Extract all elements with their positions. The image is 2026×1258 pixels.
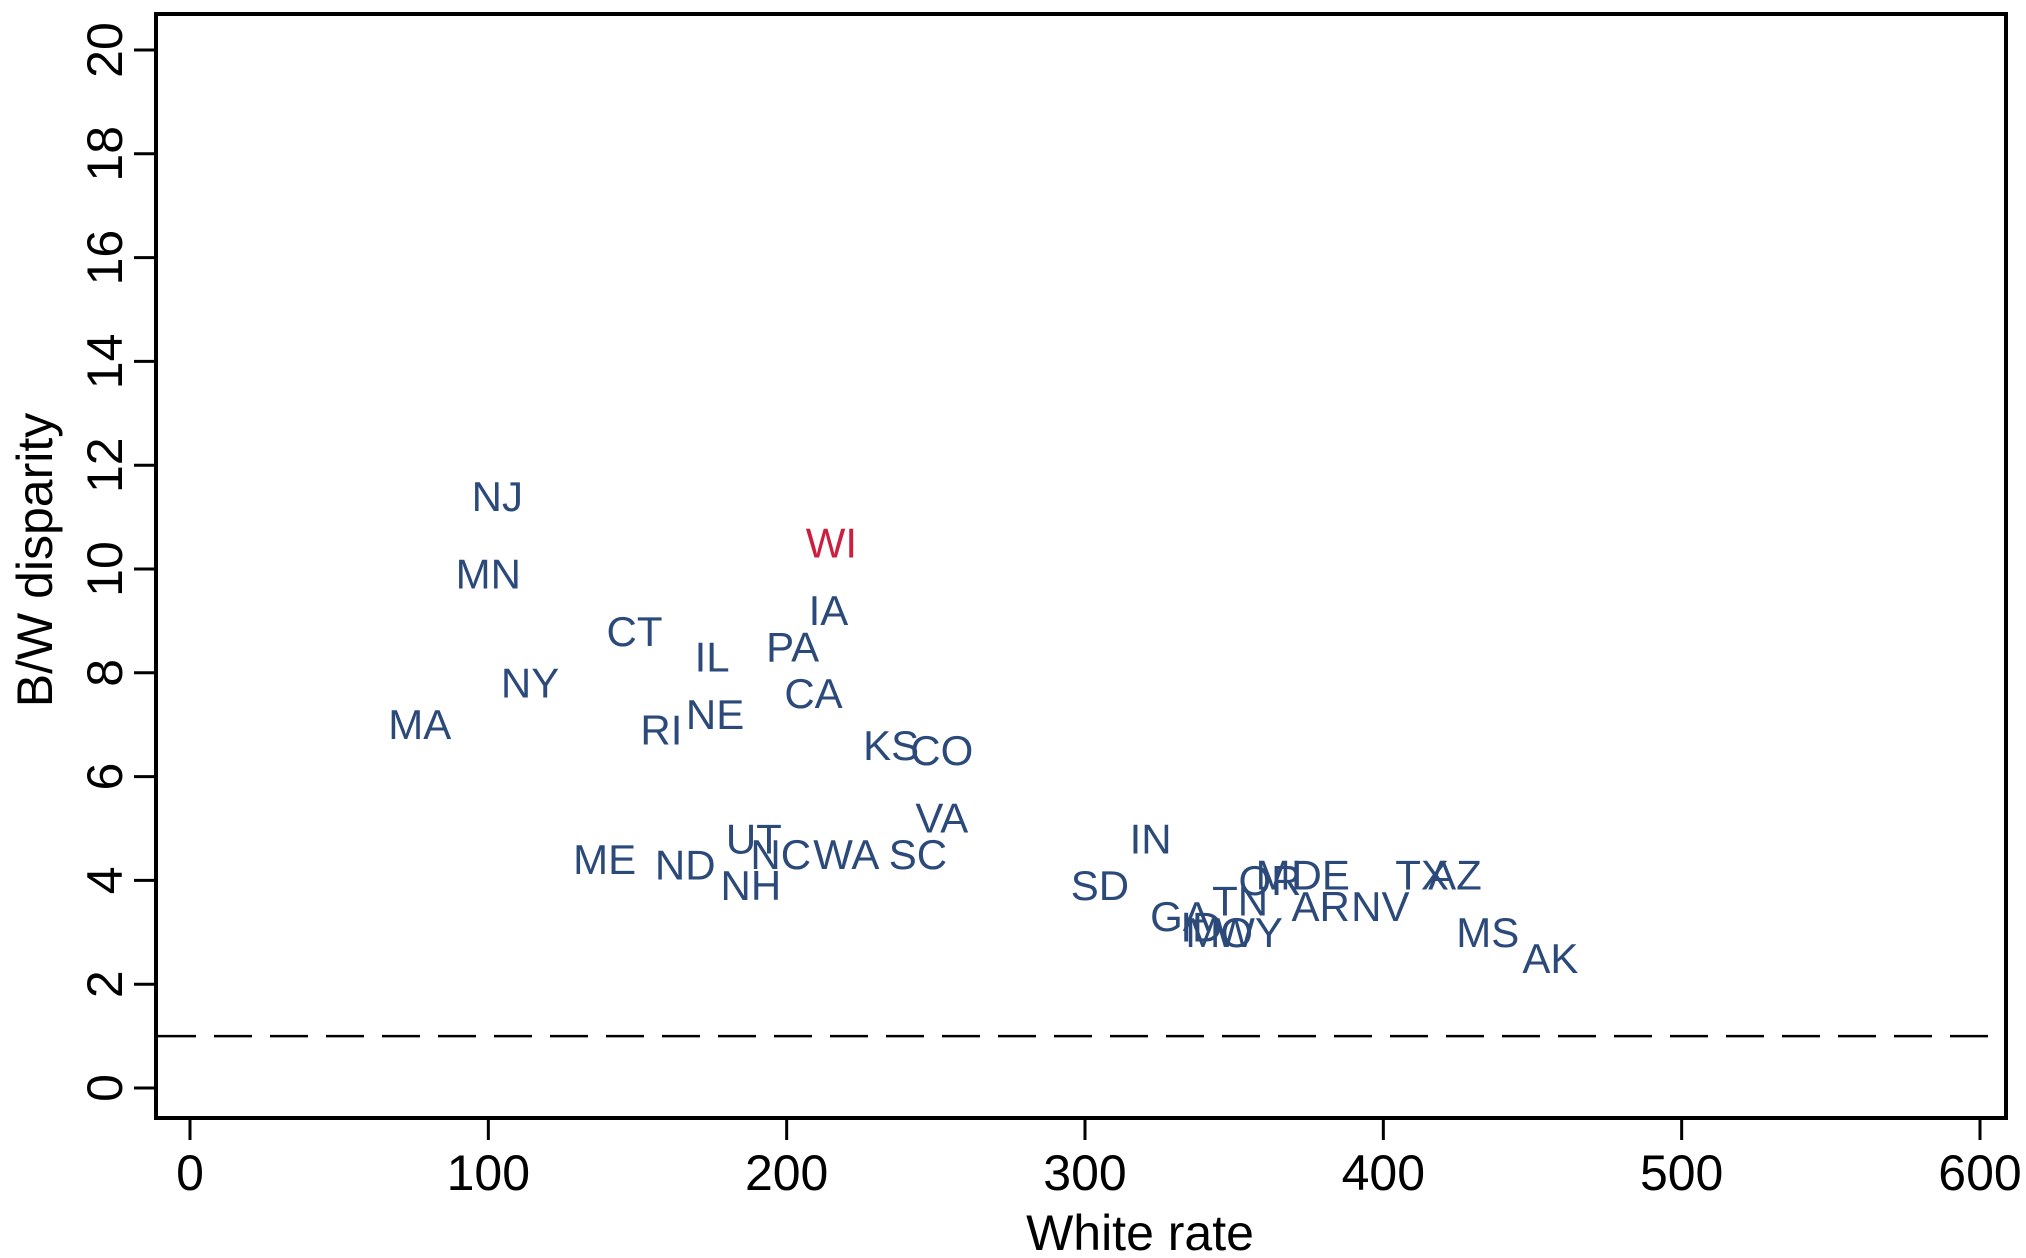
point-label-pa: PA — [766, 623, 819, 670]
point-label-sc: SC — [889, 831, 947, 878]
point-label-va: VA — [915, 795, 968, 842]
y-tick-label: 12 — [77, 437, 133, 493]
point-label-ia: IA — [809, 587, 849, 634]
point-label-nd: ND — [655, 841, 716, 888]
x-tick-label: 100 — [447, 1145, 530, 1201]
point-label-ma: MA — [388, 701, 451, 748]
y-tick-label: 14 — [77, 334, 133, 390]
y-tick-label: 16 — [77, 230, 133, 286]
x-axis-title: White rate — [1026, 1205, 1254, 1258]
y-tick-label: 0 — [77, 1074, 133, 1102]
x-tick-label: 500 — [1640, 1145, 1723, 1201]
point-label-ks: KS — [863, 722, 919, 769]
x-tick-label: 0 — [176, 1145, 204, 1201]
point-label-id: ID — [1180, 904, 1222, 951]
point-label-nh: NH — [721, 862, 782, 909]
point-label-ri: RI — [640, 706, 682, 753]
point-label-me: ME — [573, 836, 636, 883]
point-label-co: CO — [910, 727, 973, 774]
x-tick-label: 200 — [745, 1145, 828, 1201]
point-label-ny: NY — [501, 660, 559, 707]
point-label-ar: AR — [1292, 883, 1350, 930]
y-tick-label: 10 — [77, 541, 133, 597]
point-label-nc: NC — [750, 831, 811, 878]
point-label-az: AZ — [1428, 852, 1482, 899]
point-label-ut: UT — [726, 815, 782, 862]
y-axis: 0 2 4 6 8 10 12 14 16 18 20 — [77, 22, 158, 1102]
point-label-ms: MS — [1456, 909, 1519, 956]
y-tick-label: 6 — [77, 763, 133, 791]
point-label-nj: NJ — [472, 473, 523, 520]
y-tick-label: 8 — [77, 659, 133, 687]
point-label-de: DE — [1292, 852, 1350, 899]
point-label-il: IL — [695, 634, 730, 681]
x-tick-label: 400 — [1342, 1145, 1425, 1201]
point-label-or: OR — [1238, 857, 1301, 904]
point-label-nv: NV — [1351, 883, 1409, 930]
x-axis: 0 100 200 300 400 500 600 — [176, 1116, 2022, 1201]
y-axis-title: B/W disparity — [7, 413, 63, 708]
point-label-wy: WY — [1215, 909, 1283, 956]
point-label-in: IN — [1130, 815, 1172, 862]
y-tick-label: 4 — [77, 866, 133, 894]
point-label-ct: CT — [607, 608, 663, 655]
x-tick-label: 600 — [1938, 1145, 2021, 1201]
y-tick-label: 2 — [77, 970, 133, 998]
point-label-tx: TX — [1395, 852, 1449, 899]
plot-frame — [154, 12, 2008, 1120]
y-tick-label: 18 — [77, 126, 133, 182]
point-label-wi: WI — [806, 520, 857, 567]
point-label-ga: GA — [1150, 893, 1211, 940]
point-label-ak: AK — [1522, 935, 1578, 982]
point-label-mi: MI — [1256, 852, 1303, 899]
point-label-ca: CA — [784, 670, 842, 717]
x-tick-label: 300 — [1043, 1145, 1126, 1201]
point-label-tn: TN — [1212, 878, 1268, 925]
point-label-mn: MN — [456, 551, 521, 598]
point-label-sd: SD — [1071, 862, 1129, 909]
point-label-mo: MO — [1185, 909, 1253, 956]
y-tick-label: 20 — [77, 22, 133, 78]
point-label-ne: NE — [686, 691, 744, 738]
point-label-wa: WA — [813, 831, 879, 878]
